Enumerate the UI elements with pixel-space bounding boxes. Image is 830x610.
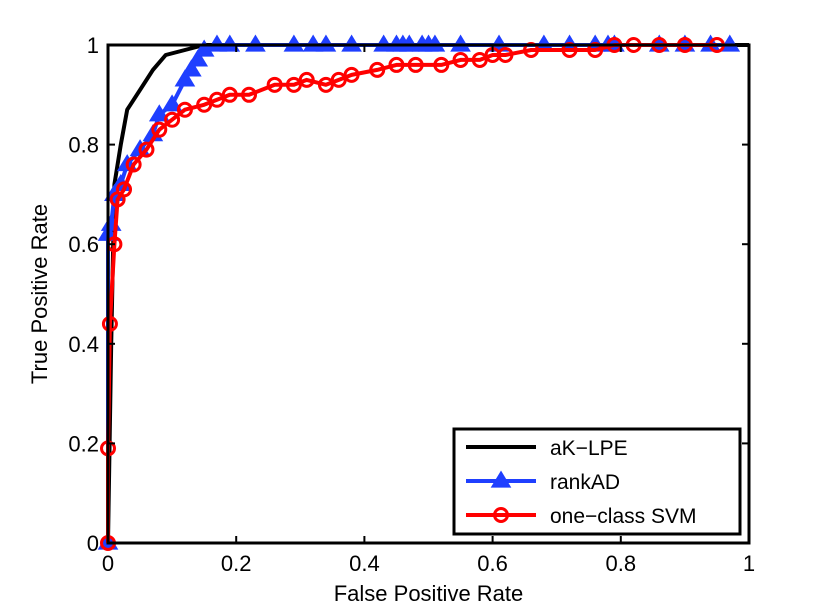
data-point — [266, 76, 283, 93]
x-tick-label: 0.8 — [606, 551, 637, 576]
data-point — [241, 86, 258, 103]
data-point — [341, 34, 362, 52]
data-point — [164, 111, 181, 128]
data-point — [398, 34, 420, 52]
data-point — [221, 86, 238, 103]
x-tick-label: 0.4 — [349, 551, 380, 576]
data-point — [298, 71, 315, 88]
legend-label: rankAD — [550, 471, 620, 494]
y-axis-title: True Positive Rate — [27, 204, 52, 384]
data-point — [187, 49, 209, 67]
legend-label: one−class SVM — [550, 505, 697, 528]
data-point — [148, 104, 170, 122]
y-tick-label: 0 — [87, 531, 99, 556]
plot-frame — [106, 43, 751, 545]
ticks-layer — [107, 44, 750, 544]
data-point — [450, 34, 471, 52]
data-point — [245, 34, 266, 52]
data-point — [285, 76, 302, 93]
data-point — [407, 56, 424, 73]
data-point — [452, 51, 469, 68]
legend-label: aK−LPE — [550, 437, 628, 460]
data-point — [206, 34, 228, 52]
data-point — [343, 66, 360, 83]
data-point — [523, 41, 540, 58]
series-layer — [97, 34, 749, 551]
data-point — [174, 69, 196, 87]
y-tick-label: 0.6 — [68, 232, 99, 257]
data-point — [180, 59, 202, 77]
data-point — [561, 41, 578, 58]
data-point — [176, 101, 193, 118]
data-point — [317, 76, 334, 93]
data-point — [151, 121, 168, 138]
x-tick-label: 1 — [743, 551, 755, 576]
data-point — [373, 34, 394, 52]
data-point — [424, 34, 446, 52]
data-point — [116, 181, 133, 198]
data-point — [161, 94, 183, 112]
data-point — [433, 56, 450, 73]
data-point — [283, 34, 305, 52]
y-tick-label: 0.2 — [68, 431, 99, 456]
data-point — [302, 34, 324, 52]
y-tick-label: 0.8 — [68, 133, 99, 158]
data-point — [315, 34, 337, 52]
data-point — [101, 315, 118, 332]
data-point — [497, 46, 514, 63]
data-point — [208, 91, 225, 108]
legend-marker — [490, 470, 512, 488]
legend: aK−LPE rankAD one−class SVM — [452, 427, 742, 536]
y-tick-label: 0.4 — [68, 332, 99, 357]
data-point — [388, 56, 405, 73]
x-axis-title: False Positive Rate — [334, 581, 524, 606]
x-tick-label: 0 — [102, 551, 114, 576]
series-line — [106, 43, 717, 543]
data-point — [138, 141, 155, 158]
data-point — [369, 61, 386, 78]
tick-labels-layer: 0 0.2 0.4 0.6 0.8 1 0 0.2 0.4 0.6 0.8 1 — [68, 33, 755, 576]
data-point — [587, 41, 604, 58]
data-point — [219, 34, 241, 52]
data-point — [330, 71, 347, 88]
data-point — [471, 51, 488, 68]
x-tick-label: 0.2 — [221, 551, 252, 576]
x-tick-label: 0.6 — [477, 551, 508, 576]
data-point — [719, 34, 741, 52]
data-point — [125, 156, 142, 173]
legend-marker — [493, 507, 509, 523]
data-point — [196, 96, 213, 113]
y-tick-label: 1 — [87, 33, 99, 58]
